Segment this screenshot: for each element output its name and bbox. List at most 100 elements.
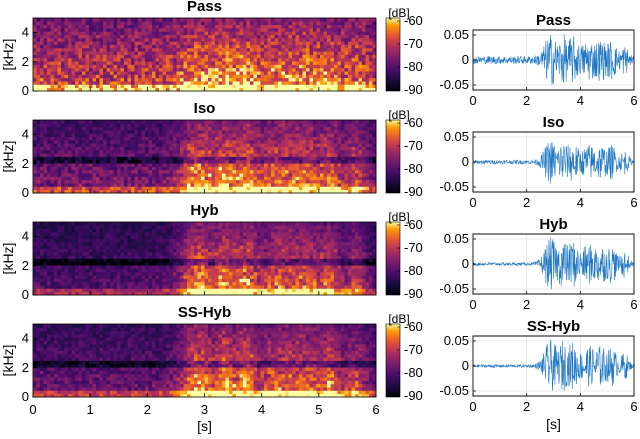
spectrogram-cell xyxy=(106,51,111,55)
spectrogram-cell xyxy=(257,31,261,35)
spectrogram-cell xyxy=(351,176,356,181)
spectrogram-cell xyxy=(40,248,44,253)
spectrogram-cell xyxy=(330,179,335,184)
spectrogram-cell xyxy=(250,166,254,171)
spectrogram-cell xyxy=(50,149,55,154)
spectrogram-cell xyxy=(131,163,135,167)
spectrogram-cell xyxy=(75,179,79,184)
spectrogram-cell xyxy=(47,228,51,233)
spectrogram-cell xyxy=(215,186,219,191)
spectrogram-cell xyxy=(43,265,48,269)
spectrogram-cell xyxy=(162,186,167,191)
spectrogram-cell xyxy=(239,21,244,26)
spectrogram-cell xyxy=(204,143,209,147)
spectrogram-cell xyxy=(117,126,121,131)
spectrogram-cell xyxy=(183,120,188,124)
spectrogram-cell xyxy=(327,74,331,79)
spectrogram-cell xyxy=(57,77,62,82)
spectrogram-cell xyxy=(169,120,174,124)
spectrogram-cell xyxy=(215,139,219,144)
spectrogram-cell xyxy=(173,67,177,72)
spectrogram-cell xyxy=(169,173,174,177)
spectrogram-cell xyxy=(120,285,125,289)
spectrogram-cell xyxy=(316,41,321,45)
spectrogram-cell xyxy=(201,71,205,75)
spectrogram-cell xyxy=(180,183,184,187)
spectrogram-cell xyxy=(75,47,79,52)
spectrogram-cell xyxy=(89,261,93,266)
spectrogram-cell xyxy=(82,120,86,124)
spectrogram-cell xyxy=(355,153,359,157)
spectrogram-cell xyxy=(344,129,349,134)
spectrogram-cell xyxy=(260,47,265,52)
spectrogram-cell xyxy=(141,146,146,151)
spectrogram-cell xyxy=(68,51,72,55)
spectrogram-cell xyxy=(162,169,167,174)
spectrogram-cell xyxy=(92,169,97,174)
spectrogram-cell xyxy=(159,189,163,194)
spectrogram-cell xyxy=(106,136,111,141)
spectrogram-cell xyxy=(50,245,55,249)
spectrogram-cell xyxy=(40,84,44,89)
spectrogram-cell xyxy=(201,57,205,62)
spectrogram-cell xyxy=(292,51,296,55)
spectrogram-cell xyxy=(288,189,293,194)
spectrogram-cell xyxy=(218,149,223,154)
spectrogram-cell xyxy=(117,222,121,226)
spectrogram-cell xyxy=(54,228,58,233)
spectrogram-cell xyxy=(222,186,226,191)
spectrogram-cell xyxy=(372,159,377,164)
spectrogram-cell xyxy=(141,159,146,164)
spectrogram-cell xyxy=(131,136,135,141)
spectrogram-cell xyxy=(54,156,58,161)
spectrogram-cell xyxy=(124,87,128,92)
spectrogram-cell xyxy=(330,123,335,128)
spectrogram-cell xyxy=(120,126,125,131)
spectrogram-cell xyxy=(71,179,76,184)
spectrogram-cell xyxy=(323,143,328,147)
spectrogram-cell xyxy=(155,57,160,62)
spectrogram-cell xyxy=(260,146,265,151)
spectrogram-cell xyxy=(327,159,331,164)
spectrogram-cell xyxy=(281,136,286,141)
spectrogram-cell xyxy=(82,37,86,42)
spectrogram-cell xyxy=(89,81,93,85)
spectrogram-cell xyxy=(306,133,310,137)
spectrogram-cell xyxy=(330,18,335,22)
spectrogram-cell xyxy=(281,143,286,147)
spectrogram-cell xyxy=(302,64,307,69)
spectrogram-cell xyxy=(250,129,254,134)
spectrogram-cell xyxy=(117,74,121,79)
spectrogram-cell xyxy=(183,44,188,49)
spectrogram-cell xyxy=(40,54,44,59)
spectrogram-cell xyxy=(218,18,223,22)
spectrogram-cell xyxy=(75,149,79,154)
spectrogram-cell xyxy=(313,129,317,134)
spectrogram-cell xyxy=(57,159,62,164)
spectrogram-cell xyxy=(246,156,251,161)
spectrogram-cell xyxy=(99,126,104,131)
spectrogram-cell xyxy=(54,126,58,131)
spectrogram-cell xyxy=(40,133,44,137)
spectrogram-cell xyxy=(75,143,79,147)
spectrogram-cell xyxy=(138,163,142,167)
spectrogram-cell xyxy=(232,18,237,22)
spectrogram-cell xyxy=(40,153,44,157)
spectrogram-cell xyxy=(260,27,265,32)
spectrogram-cell xyxy=(159,21,163,26)
spectrogram-cell xyxy=(323,169,328,174)
spectrogram-cell xyxy=(215,31,219,35)
spectrogram-cell xyxy=(176,173,181,177)
spectrogram-cell xyxy=(271,183,275,187)
spectrogram-cell xyxy=(365,51,370,55)
spectrogram-cell xyxy=(257,37,261,42)
spectrogram-cell xyxy=(180,54,184,59)
spectrogram-cell xyxy=(274,166,279,171)
spectrogram-cell xyxy=(271,120,275,124)
spectrogram-cell xyxy=(288,139,293,144)
spectrogram-cell xyxy=(281,61,286,65)
spectrogram-cell xyxy=(362,34,366,39)
spectrogram-cell xyxy=(218,166,223,171)
spectrogram-cell xyxy=(75,153,79,157)
spectrogram-cell xyxy=(148,189,153,194)
